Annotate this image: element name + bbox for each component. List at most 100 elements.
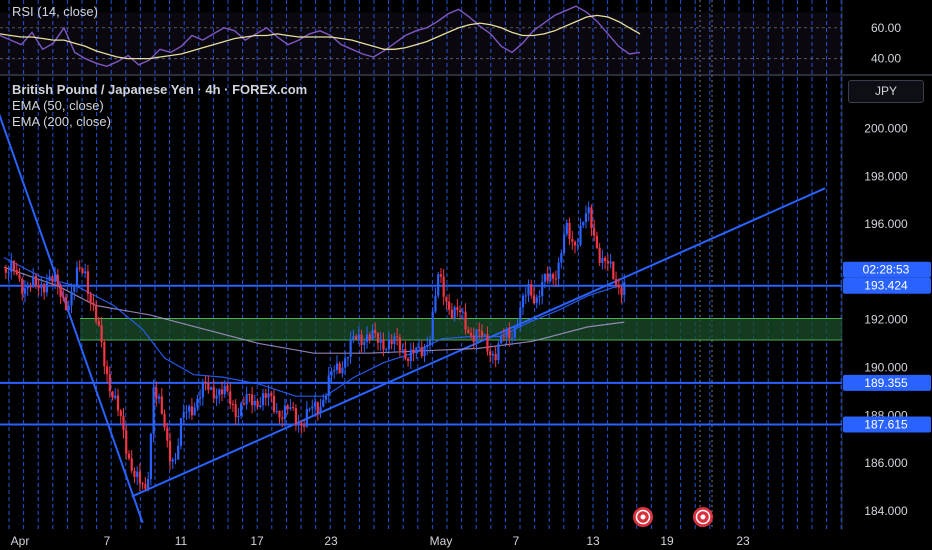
candle-body: [130, 458, 133, 471]
candle-body: [431, 311, 434, 340]
candle-body: [59, 286, 62, 298]
candle-body: [311, 406, 314, 409]
event-marker-ring: [695, 509, 711, 525]
candle-body: [335, 363, 339, 371]
candle-body: [166, 427, 169, 441]
candle-body: [458, 310, 462, 313]
x-tick-label: 23: [324, 534, 338, 548]
candle-body: [281, 417, 284, 419]
x-tick-label: 17: [250, 534, 264, 548]
candle-body: [149, 433, 152, 480]
candle-body: [179, 417, 183, 446]
x-tick-label: 7: [104, 534, 111, 548]
candle-body: [557, 262, 560, 279]
candle-body: [259, 405, 262, 407]
candle-body: [177, 445, 180, 460]
candle-body: [168, 440, 172, 462]
y-tick-label: 190.000: [864, 361, 908, 375]
demand-zone: [80, 318, 842, 341]
candle-body: [620, 287, 623, 295]
price-legend: British Pound / Japanese Yen · 4h · FORE…: [12, 82, 307, 130]
candle-body: [439, 274, 443, 277]
candle-body: [209, 387, 213, 390]
candle-body: [573, 241, 577, 246]
candle-body: [461, 311, 464, 313]
x-tick-label: 19: [660, 534, 674, 548]
currency-button[interactable]: JPY: [848, 80, 924, 103]
candle-body: [261, 393, 265, 406]
candle-body: [324, 395, 328, 400]
candle-body: [480, 331, 484, 336]
candle-body: [450, 309, 453, 319]
candle-body: [568, 222, 571, 239]
candle-body: [508, 328, 511, 339]
candle-body: [524, 295, 527, 297]
trendline: [131, 187, 826, 498]
y-tick-label: 184.000: [864, 504, 908, 518]
candle-body: [491, 354, 495, 356]
candle-body: [231, 404, 235, 406]
candle-body: [84, 271, 87, 274]
candle-body: [363, 341, 366, 345]
candle-body: [393, 336, 396, 345]
candle-body: [606, 261, 609, 264]
candle-body: [199, 397, 202, 399]
x-tick-label: May: [430, 534, 453, 548]
candle-body: [160, 396, 163, 414]
candle-body: [497, 343, 500, 361]
candle-body: [546, 273, 549, 281]
candle-body: [122, 416, 125, 431]
candle-body: [43, 284, 46, 293]
candle-body: [300, 423, 303, 426]
candle-body: [349, 339, 352, 357]
candle-body: [313, 402, 317, 407]
candle-body: [171, 459, 174, 462]
candle-body: [119, 410, 122, 417]
candle-body: [344, 358, 347, 368]
countdown-text: 02:28:53: [863, 263, 910, 277]
candle-body: [212, 387, 215, 399]
candle-body: [516, 326, 519, 328]
candle-body: [32, 276, 35, 288]
candle-body: [530, 284, 533, 296]
price-label-box: [843, 416, 931, 433]
candle-body: [201, 381, 204, 398]
rsi-tick-label: 60.00: [871, 21, 901, 35]
candle-body: [453, 307, 456, 319]
candle-body: [248, 394, 251, 396]
candles: [4, 201, 626, 492]
candle-body: [587, 207, 590, 214]
candle-body: [368, 334, 371, 340]
candle-body: [196, 398, 199, 408]
candle-body: [272, 395, 276, 412]
candle-body: [67, 305, 70, 311]
candle-body: [420, 346, 423, 357]
candle-body: [390, 339, 393, 345]
candle-body: [64, 297, 68, 311]
countdown-box: [843, 261, 931, 278]
candle-body: [582, 222, 585, 226]
candle-body: [4, 267, 7, 273]
candle-body: [513, 327, 516, 338]
candle-body: [56, 274, 59, 287]
candle-body: [398, 337, 401, 351]
candle-body: [73, 285, 76, 292]
candle-body: [486, 334, 489, 352]
candle-body: [226, 385, 229, 392]
candle-body: [242, 403, 245, 405]
candle-body: [593, 228, 596, 236]
candle-body: [409, 349, 412, 361]
candle-body: [601, 257, 604, 263]
candle-body: [81, 268, 84, 274]
candle-body: [316, 402, 319, 414]
candle-body: [100, 325, 103, 343]
x-tick-label: 11: [175, 534, 188, 548]
candle-body: [595, 235, 599, 248]
rsi-line: [0, 5, 641, 68]
candle-body: [23, 288, 27, 294]
rsi-ma-line: [0, 14, 641, 60]
candle-body: [401, 349, 404, 351]
candle-body: [609, 261, 612, 264]
symbol-title: British Pound / Japanese Yen · 4h · FORE…: [12, 82, 308, 97]
